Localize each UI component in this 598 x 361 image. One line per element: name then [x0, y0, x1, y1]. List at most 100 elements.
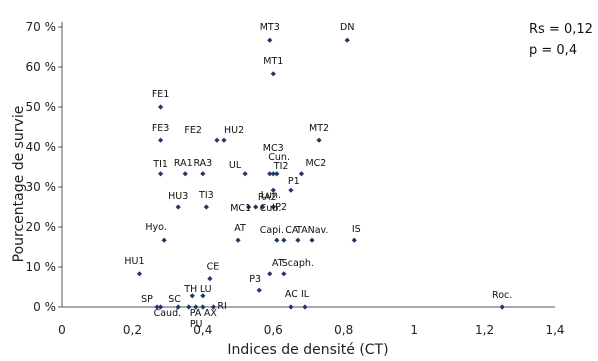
x-tick-label: 0,6 — [264, 323, 283, 337]
point-label: TI2 — [273, 161, 289, 172]
point-label: PA — [190, 308, 202, 319]
y-axis-title: Pourcentage de survie — [11, 106, 27, 263]
point-label: MC3 — [263, 143, 284, 154]
point-label: RA2 — [258, 192, 277, 203]
point-label: PU — [190, 319, 203, 330]
point-label: Nav. — [308, 225, 329, 236]
y-tick-label: 60 % — [26, 60, 57, 74]
point-label: Capi. — [260, 225, 284, 236]
y-tick-label: 70 % — [26, 20, 57, 34]
point-label: HU2 — [224, 125, 244, 136]
point-label: P3 — [249, 274, 261, 285]
data-point-is — [351, 237, 357, 243]
data-point-hu2 — [221, 137, 227, 143]
point-label: Roc. — [492, 290, 512, 301]
point-label: AX — [204, 308, 217, 319]
ticks-layer: 0 % 10 % 20 % 30 % 40 % 50 % 60 % 70 % 0 0,2 0,4 0,… — [26, 20, 565, 337]
labels-layer: MT3 DN MT1 FE1 FE3 FE2 HU2 MT2 TI1 RA1 RA3 UL MC3Cun… — [124, 22, 512, 330]
x-tick-label: 0 — [58, 323, 66, 337]
point-label: Cub. — [260, 203, 282, 214]
data-point-ax — [200, 304, 206, 310]
point-label: Caud. — [154, 308, 182, 319]
stat-annotation-rs: Rs = 0,12 — [529, 22, 593, 37]
data-point-cun — [270, 171, 276, 177]
data-point-at — [267, 271, 273, 277]
data-point-il — [302, 304, 308, 310]
data-point-ac — [288, 304, 294, 310]
point-label: RI — [217, 301, 226, 312]
data-point-mt2 — [316, 137, 322, 143]
point-label: TH — [183, 284, 197, 295]
point-label: Scaph. — [282, 258, 314, 269]
data-point-mt3 — [267, 37, 273, 43]
y-tick-label: 0 % — [33, 300, 56, 314]
point-label: RA1 — [174, 158, 193, 169]
point-label: MT1 — [263, 56, 283, 67]
data-point-pa — [186, 304, 192, 310]
point-label: AC — [285, 289, 298, 300]
point-label: MT2 — [309, 123, 329, 134]
y-tick-label: 20 % — [26, 220, 57, 234]
y-tick-label: 10 % — [26, 260, 57, 274]
data-point-mt1 — [270, 71, 276, 77]
point-label: Cun. — [268, 152, 290, 163]
data-point-fe3 — [158, 137, 164, 143]
data-point-fe2 — [214, 137, 220, 143]
point-label: IL — [301, 289, 310, 300]
data-point-dn — [344, 37, 350, 43]
data-point-capi — [274, 237, 280, 243]
data-point-at — [235, 237, 241, 243]
x-tick-label: 0,4 — [193, 323, 212, 337]
point-label: LU — [200, 284, 212, 295]
data-point-ta — [295, 237, 301, 243]
x-tick-label: 1 — [410, 323, 418, 337]
data-point-ra1 — [182, 171, 188, 177]
point-label: CA — [285, 225, 299, 236]
data-point-ti1 — [158, 171, 164, 177]
data-point-ra3 — [200, 171, 206, 177]
data-point-ce — [207, 276, 213, 282]
point-label: MT3 — [260, 22, 280, 33]
x-tick-label: 0,2 — [123, 323, 142, 337]
data-point-ti2 — [274, 171, 280, 177]
point-label: MC1 — [230, 203, 251, 214]
point-label: Hyo. — [145, 222, 166, 233]
data-point-lu — [200, 293, 206, 299]
point-label: UL — [229, 160, 242, 171]
data-point-ul — [242, 171, 248, 177]
point-label: SC — [168, 294, 181, 305]
data-point-sp — [154, 304, 160, 310]
x-tick-label: 1,4 — [545, 323, 564, 337]
x-tick-label: 1,2 — [475, 323, 494, 337]
data-point-lun — [260, 204, 266, 210]
data-point-scaph — [281, 271, 287, 277]
data-point-hu1 — [136, 271, 143, 277]
data-point-mc1 — [246, 204, 252, 210]
points-layer — [136, 37, 505, 310]
point-label: MC2 — [305, 158, 326, 169]
data-point-p3 — [256, 287, 262, 293]
data-point-mc2 — [298, 171, 305, 177]
point-label: HU1 — [124, 256, 144, 267]
data-point-pu — [193, 304, 199, 310]
data-point-nav — [309, 237, 315, 243]
axes-layer — [61, 22, 555, 308]
point-label: FE1 — [152, 89, 170, 100]
point-label: P1 — [288, 176, 300, 187]
data-point-ca — [281, 237, 287, 243]
data-point-roc — [499, 304, 505, 310]
data-point-mc3 — [267, 171, 273, 177]
data-point-p1 — [288, 187, 294, 193]
data-point-sc — [175, 304, 181, 310]
data-point-caud — [158, 304, 164, 310]
y-tick-label: 50 % — [26, 100, 57, 114]
data-point-ra2 — [270, 187, 276, 193]
y-tick-label: 40 % — [26, 140, 57, 154]
y-tick-label: 30 % — [26, 180, 57, 194]
point-label: TI1 — [152, 159, 168, 170]
point-label: CE — [207, 262, 220, 273]
stat-annotation-p: p = 0,4 — [529, 43, 577, 58]
data-point-hu3 — [175, 204, 181, 210]
